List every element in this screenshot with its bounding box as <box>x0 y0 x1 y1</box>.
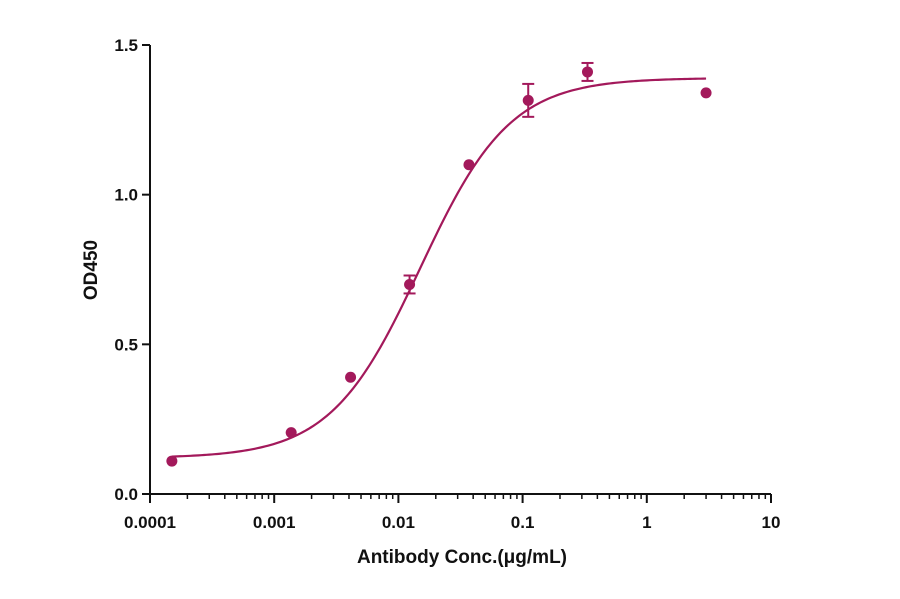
fit-curve <box>171 77 707 458</box>
x-tick-label: 1 <box>642 513 651 532</box>
x-tick-label: 10 <box>762 513 781 532</box>
y-axis-label: OD450 <box>81 240 102 300</box>
y-tick-label: 1.0 <box>114 186 138 205</box>
data-point <box>463 159 475 171</box>
x-tick-label: 0.001 <box>253 513 296 532</box>
data-point <box>285 427 297 439</box>
y-tick-label: 1.5 <box>114 36 138 55</box>
y-tick-label: 0.0 <box>114 485 138 504</box>
data-point <box>166 455 178 467</box>
data-point <box>345 371 357 383</box>
data-point <box>700 87 712 99</box>
x-axis-label: Antibody Conc.(μg/mL) <box>357 547 567 568</box>
data-point <box>581 66 593 78</box>
y-tick-label: 0.5 <box>114 335 138 354</box>
x-tick-label: 0.01 <box>382 513 415 532</box>
x-tick-label: 0.1 <box>511 513 535 532</box>
data-point <box>522 94 534 106</box>
data-point <box>404 278 416 290</box>
x-tick-label: 0.0001 <box>124 513 176 532</box>
